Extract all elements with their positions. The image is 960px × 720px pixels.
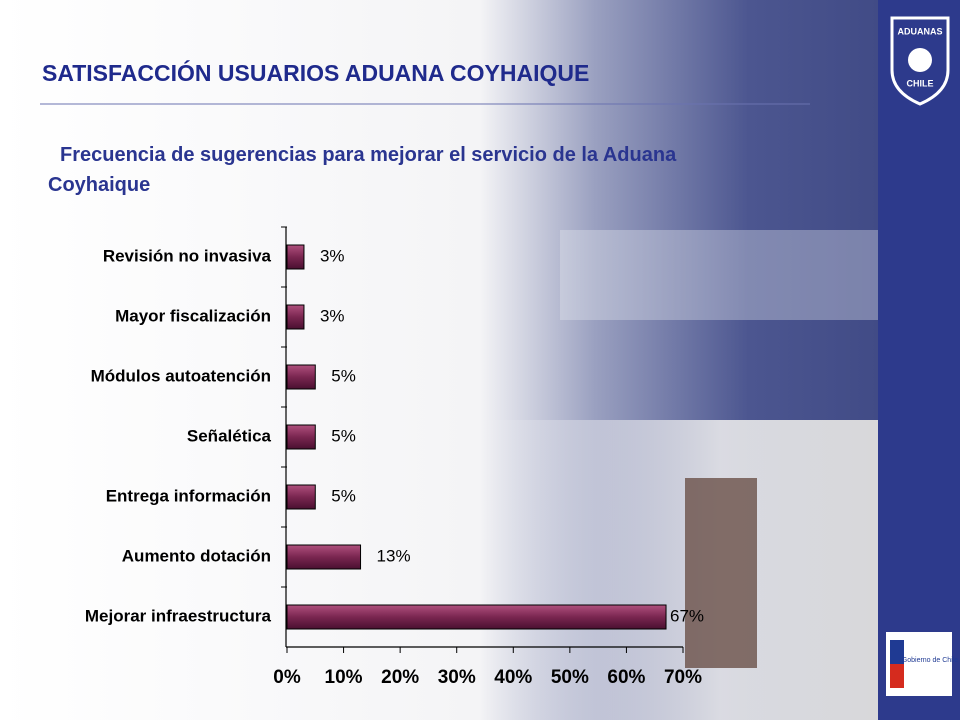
value-label: 3%: [320, 306, 345, 325]
value-label: 5%: [331, 366, 356, 385]
bar: [286, 304, 305, 330]
side-band: [878, 0, 960, 720]
y-tick-label: Entrega información: [106, 486, 271, 505]
value-label: 5%: [331, 486, 356, 505]
x-tick-label: 20%: [381, 667, 419, 688]
bar: [286, 244, 305, 270]
value-label: 13%: [377, 546, 411, 565]
x-tick-label: 10%: [325, 667, 363, 688]
flag-red: [890, 664, 904, 688]
bar: [286, 484, 316, 510]
y-tick-label: Módulos autoatención: [91, 366, 271, 385]
value-label: 5%: [331, 426, 356, 445]
chart-title-box: Frecuencia de sugerencias para mejorar e…: [48, 144, 677, 196]
windows: [560, 230, 880, 320]
x-tick-label: 0%: [273, 667, 301, 688]
x-tick-label: 70%: [664, 667, 702, 688]
chart-title: Frecuencia de sugerencias para mejorar e…: [48, 144, 677, 196]
logo-star: [908, 48, 932, 72]
building-lower: [480, 420, 880, 720]
value-label: 3%: [320, 246, 345, 265]
y-tick-label: Revisión no invasiva: [103, 246, 272, 265]
logo-text: ADUANAS: [898, 26, 943, 36]
x-tick-label: 50%: [551, 667, 589, 688]
bar: [286, 424, 316, 450]
door: [685, 478, 757, 668]
y-tick-label: Señalética: [187, 426, 272, 445]
gobierno-text: Gobierno de Chile: [902, 657, 959, 664]
x-tick-label: 30%: [438, 667, 476, 688]
slide-title: SATISFACCIÓN USUARIOS ADUANA COYHAIQUE: [42, 59, 589, 86]
y-tick-label: Mayor fiscalización: [115, 306, 271, 325]
logo-text: CHILE: [907, 78, 934, 88]
y-tick-label: Mejorar infraestructura: [85, 606, 272, 625]
x-tick-label: 40%: [494, 667, 532, 688]
bar: [286, 544, 362, 570]
value-label: 67%: [670, 606, 704, 625]
x-tick-label: 60%: [607, 667, 645, 688]
bar: [286, 604, 667, 630]
flag-blue: [890, 640, 904, 664]
bar: [286, 364, 316, 390]
y-tick-label: Aumento dotación: [122, 546, 271, 565]
